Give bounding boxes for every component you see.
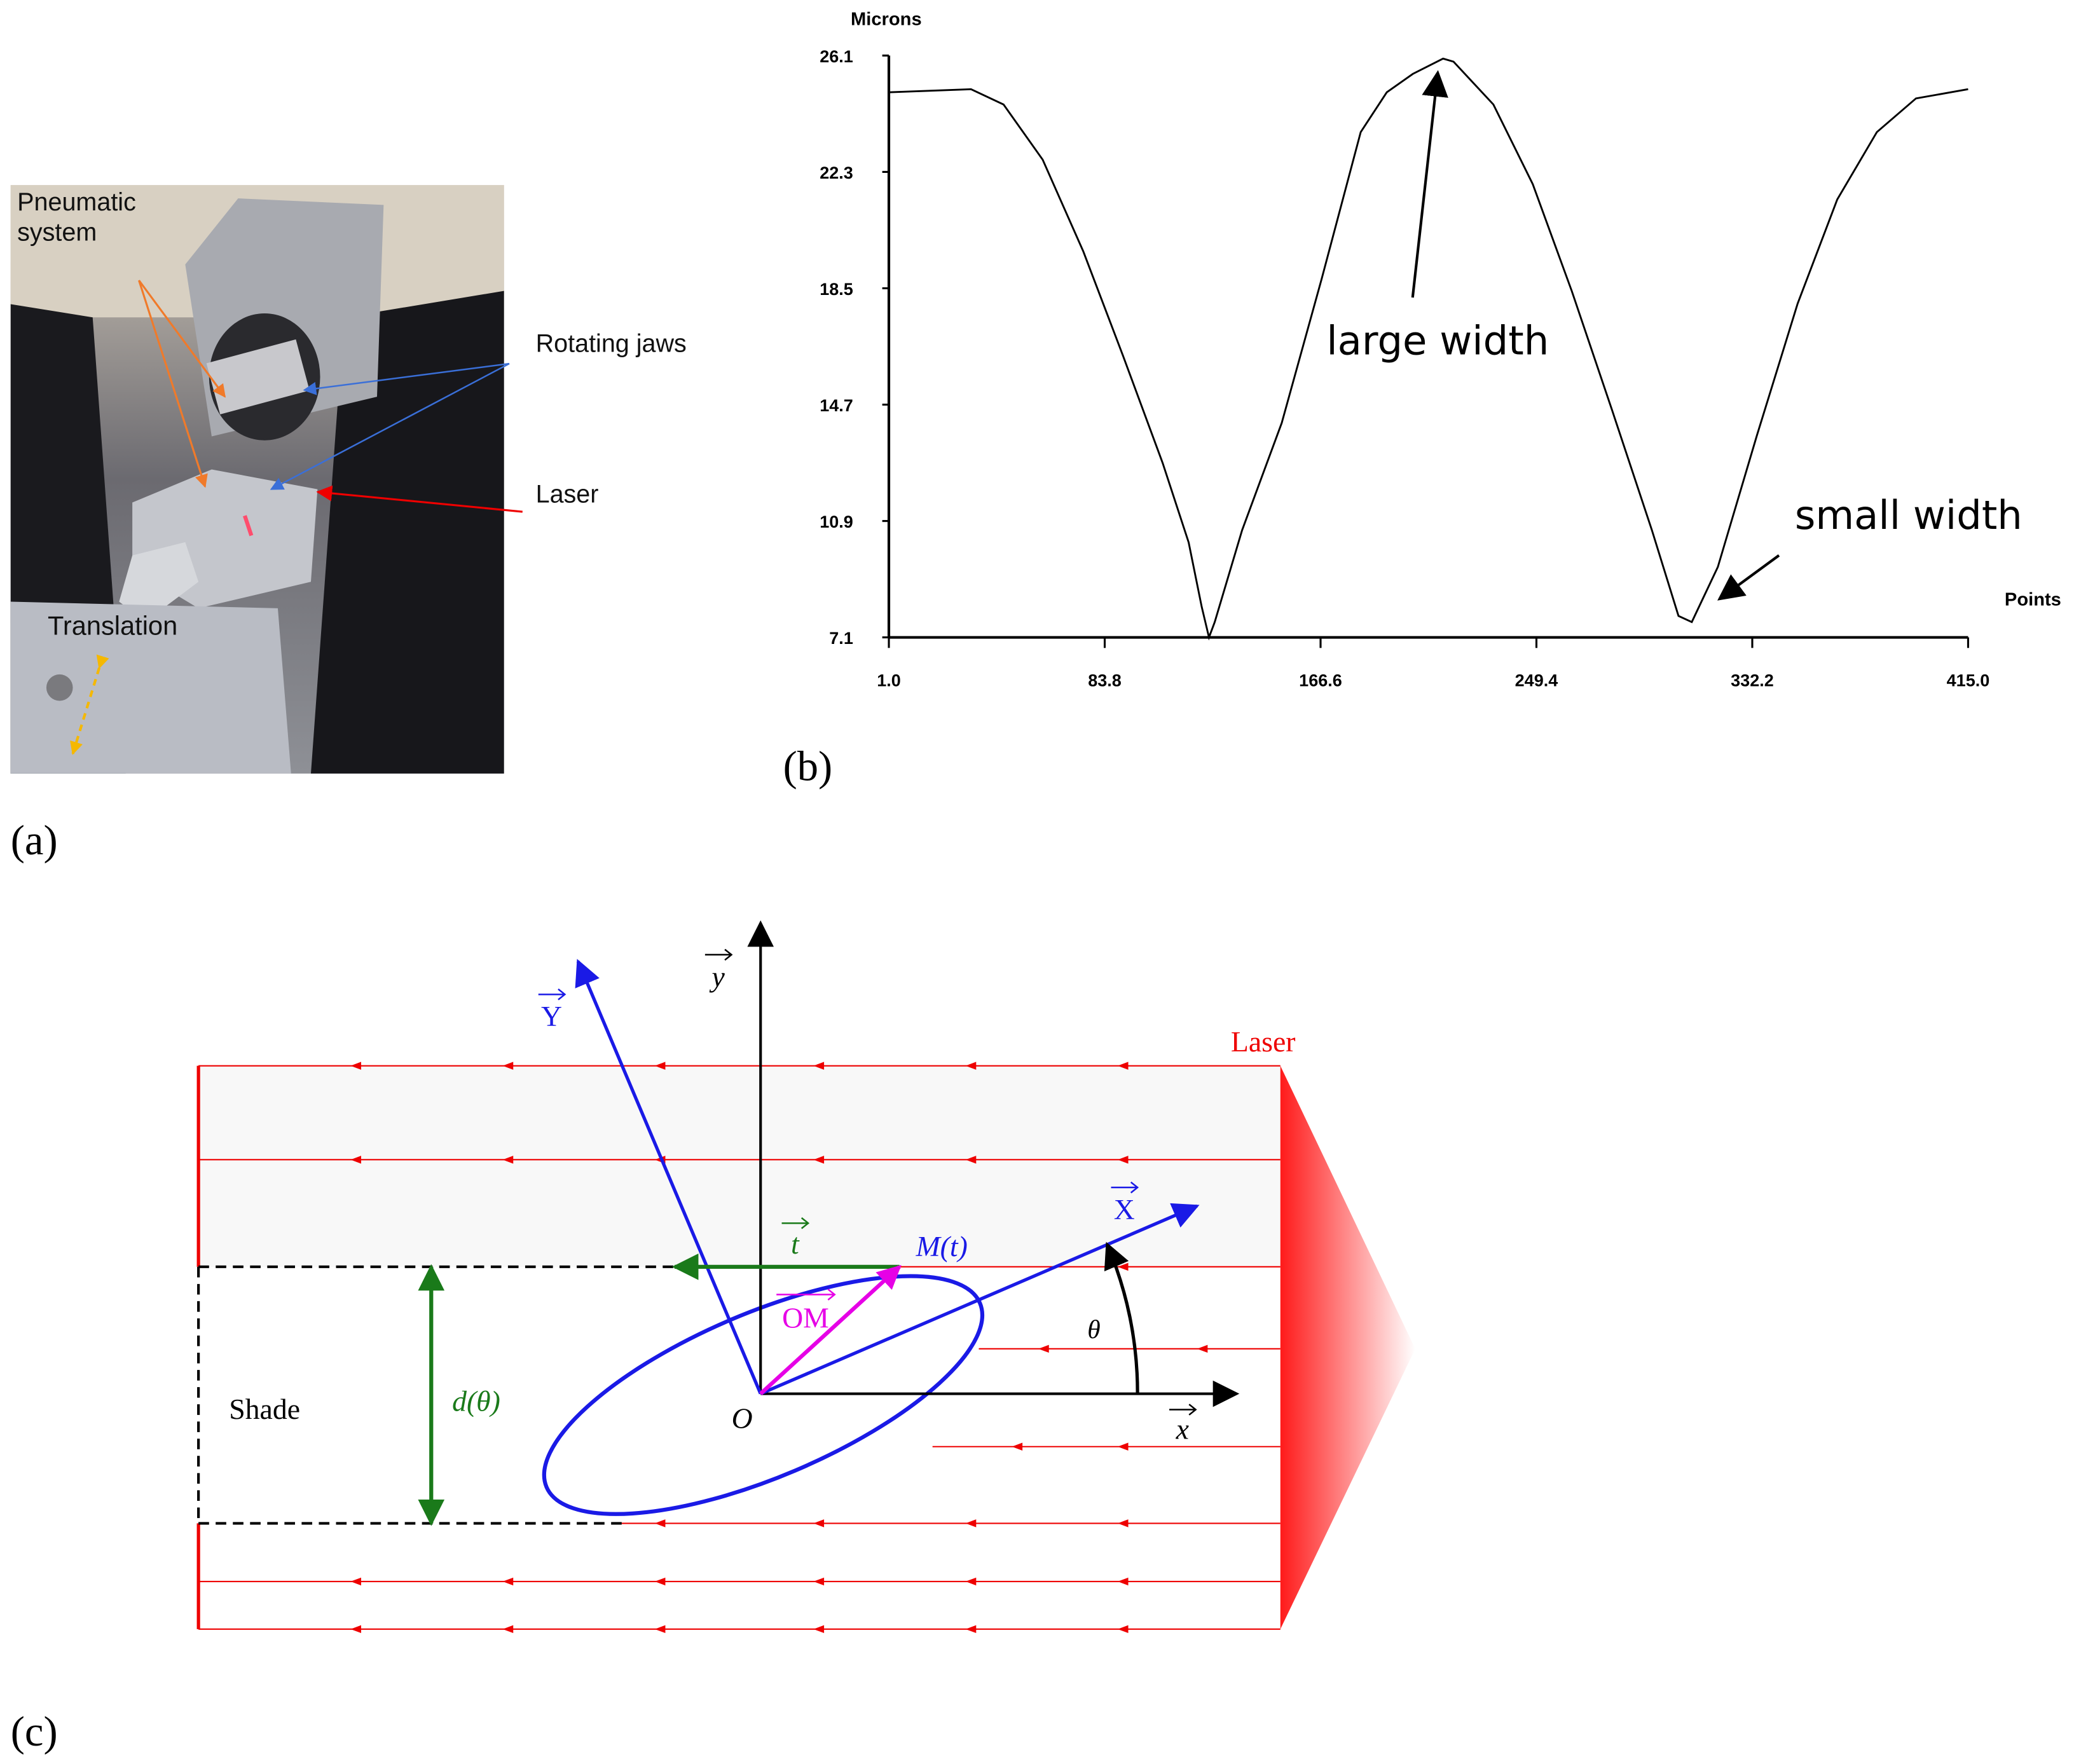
annotation: Laser <box>536 480 599 508</box>
panel-label: (c) <box>11 1709 58 1755</box>
axis-label: X <box>1114 1193 1135 1226</box>
x-tick-label: 83.8 <box>1088 671 1122 690</box>
x-tick-label: 415.0 <box>1947 671 1990 690</box>
y-tick-label: 22.3 <box>820 163 853 182</box>
data-line <box>888 57 1968 641</box>
y-tick-label: 18.5 <box>820 280 853 299</box>
annotation: large width <box>1326 317 1549 364</box>
annotation: Translation <box>48 611 177 641</box>
annotation-arrow <box>1411 70 1448 298</box>
diagram <box>196 920 1415 1634</box>
vector-label: t <box>791 1227 800 1260</box>
x-tick-label: 1.0 <box>877 671 901 690</box>
x-axis-label: Points <box>2005 590 2061 610</box>
annotation: small width <box>1795 492 2022 538</box>
axis-label: y <box>710 961 725 993</box>
chart: 26.1 22.3 18.5 14.7 10.9 7.1 1.0 83.8 166.6 249.4… <box>820 47 1989 690</box>
distance-label: d(θ) <box>452 1385 500 1418</box>
annotation: Rotating jaws <box>536 329 687 357</box>
y-tick-label: 26.1 <box>820 47 853 66</box>
angle-label: θ <box>1087 1315 1100 1344</box>
origin-label: O <box>732 1402 753 1435</box>
point-label: M(t) <box>916 1230 968 1262</box>
annotation: system <box>17 219 97 247</box>
x-tick-label: 166.6 <box>1299 671 1342 690</box>
y-tick-label: 10.9 <box>820 512 853 531</box>
photo <box>10 185 523 774</box>
x-tick-label: 249.4 <box>1515 671 1558 690</box>
laser-label: Laser <box>1231 1025 1296 1058</box>
x-tick-label: 332.2 <box>1731 671 1774 690</box>
panel-label: (b) <box>783 743 833 790</box>
y-axis-label: Microns <box>851 10 922 30</box>
axis-label: Y <box>541 1000 562 1032</box>
annotation-arrow <box>1717 554 1780 601</box>
vector-label: OM <box>782 1302 829 1334</box>
y-tick-label: 14.7 <box>820 396 853 415</box>
annotation: Pneumatic <box>17 188 136 216</box>
shade-label: Shade <box>229 1393 300 1425</box>
axis-label: x <box>1176 1412 1189 1445</box>
y-tick-label: 7.1 <box>829 629 853 648</box>
panel-label: (a) <box>11 817 58 864</box>
